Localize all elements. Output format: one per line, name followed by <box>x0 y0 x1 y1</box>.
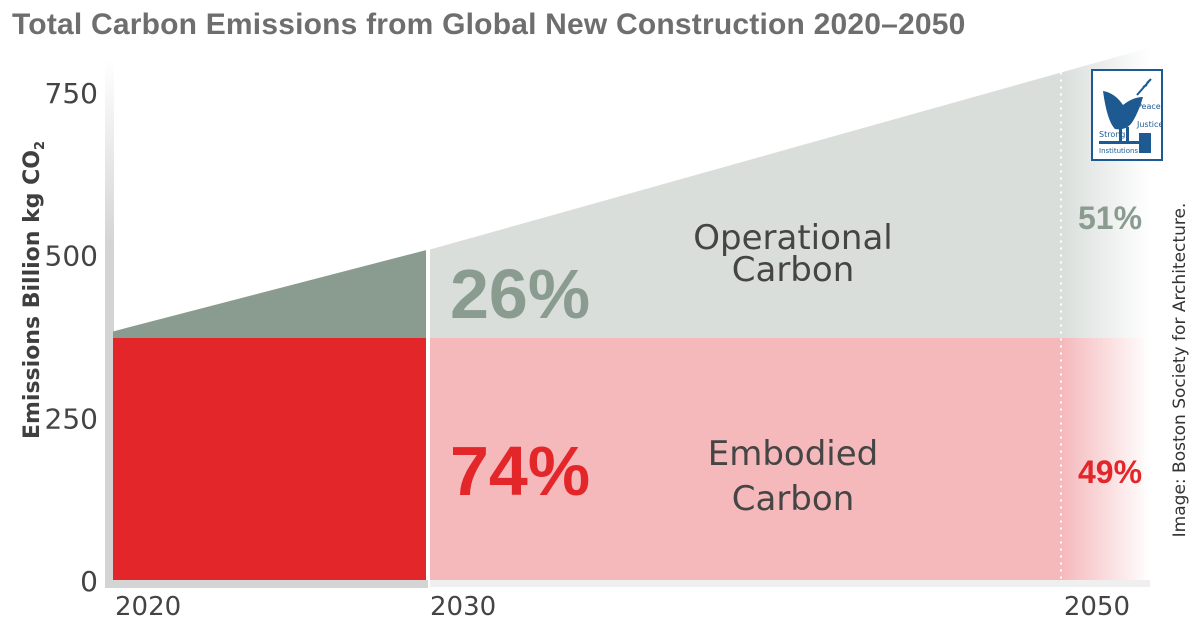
x-axis-line-future <box>430 580 1150 587</box>
chart-title: Total Carbon Emissions from Global New C… <box>12 8 966 41</box>
embodied-area-fade <box>1061 337 1150 580</box>
x-tick-label: 2050 <box>1064 592 1130 622</box>
x-tick-label: 2020 <box>115 592 181 622</box>
series-label: Carbon <box>732 479 855 519</box>
series-label: Embodied <box>708 434 879 474</box>
y-axis-label: Emissions Billion kg CO2 <box>19 140 49 440</box>
embodied-area-2020-2030 <box>113 337 426 580</box>
y-axis-line <box>105 60 114 588</box>
operational-area-2030-2050 <box>430 72 1061 338</box>
y-tick-label: 250 <box>45 402 98 435</box>
percentage-label: 49% <box>1078 454 1142 490</box>
svg-text:Justice: Justice <box>1136 120 1161 129</box>
percentage-label: 26% <box>450 255 590 333</box>
percentage-label: 74% <box>450 432 590 510</box>
embodied-area-2030-2050 <box>430 337 1061 580</box>
svg-text:Strong: Strong <box>1099 130 1125 139</box>
percentage-label: 51% <box>1078 200 1142 236</box>
series-label: Carbon <box>732 250 855 290</box>
sdg-peace-justice-logo: Peace Justice Strong Institutions <box>1091 69 1163 161</box>
svg-text:Institutions: Institutions <box>1099 147 1138 155</box>
svg-text:Peace: Peace <box>1137 102 1161 111</box>
image-credit: Image: Boston Society for Architecture. <box>1170 202 1190 538</box>
operational-area-2020-2030 <box>113 250 426 338</box>
y-tick-label: 0 <box>80 565 98 598</box>
y-tick-label: 750 <box>45 77 98 110</box>
series-label: Operational <box>693 218 892 258</box>
y-tick-label: 500 <box>45 240 98 273</box>
x-tick-label: 2030 <box>430 592 496 622</box>
dove-gavel-icon: Peace Justice Strong Institutions <box>1099 78 1161 155</box>
x-axis-line <box>105 580 428 588</box>
